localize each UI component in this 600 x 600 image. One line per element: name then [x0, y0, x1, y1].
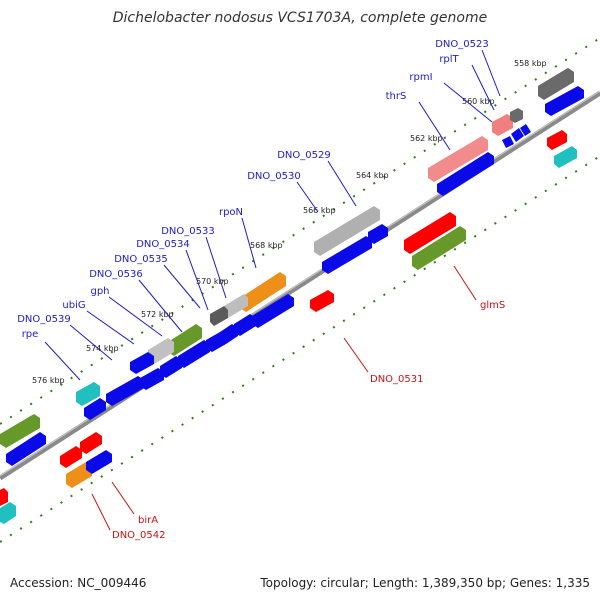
kbp-label: 566 kbp: [303, 206, 336, 215]
gene-label: DNO_0530: [247, 171, 301, 182]
rrna-block: [310, 290, 334, 312]
feature-block: [210, 306, 228, 326]
kbp-label: 572 kbp: [141, 310, 174, 319]
cds-arrow: [130, 352, 154, 374]
gene-label: birA: [138, 515, 158, 526]
gene-label: DNO_0533: [161, 226, 215, 237]
leader-line: [443, 82, 493, 123]
leader-line: [111, 481, 135, 515]
cds-arrow: [252, 294, 294, 328]
other-block: [66, 462, 92, 488]
reverse-gene-labels: glmS DNO_0531 birA DNO_0542: [91, 265, 505, 541]
leader-line: [185, 249, 209, 311]
cds-arrow: [178, 340, 210, 368]
kbp-label: 568 kbp: [250, 241, 283, 250]
feature-block: [314, 206, 380, 256]
rrna-block: [0, 488, 8, 506]
leader-line: [343, 337, 369, 373]
gene-label: thrS: [386, 91, 407, 102]
leader-line: [481, 49, 501, 97]
trna-block: [428, 136, 488, 182]
kbp-label: 562 kbp: [410, 134, 443, 143]
gene-label: DNO_0534: [136, 239, 190, 250]
misc-block: [554, 146, 577, 168]
leader-line: [205, 236, 227, 299]
kbp-labels: 558 kbp 560 kbp 562 kbp 564 kbp 566 kbp 568 k…: [32, 59, 547, 385]
cds-arrow: [140, 368, 164, 390]
trna-block: [412, 226, 466, 270]
trna-block: [492, 114, 513, 136]
rrna-block: [60, 446, 82, 468]
kbp-label: 576 kbp: [32, 376, 65, 385]
outer-tick-track: [0, 37, 600, 425]
gene-label: rpe: [22, 329, 39, 340]
cds-arrow: [511, 128, 524, 142]
gene-label: gph: [90, 286, 109, 297]
accession-text: Accession: NC_009446: [10, 576, 147, 590]
kbp-label: 560 kbp: [462, 97, 495, 106]
cds-arrow: [545, 86, 584, 116]
cds-arrow: [86, 450, 112, 474]
rrna-block: [80, 432, 102, 454]
leader-line: [86, 310, 135, 345]
leader-line: [108, 296, 163, 337]
feature-block: [510, 108, 523, 123]
rrna-block: [404, 212, 456, 254]
misc-block: [0, 502, 16, 524]
leader-line: [138, 279, 183, 333]
gene-label: DNO_0536: [89, 269, 143, 280]
cds-arrow: [84, 398, 106, 420]
leader-line: [241, 217, 257, 269]
cds-arrow: [322, 236, 372, 274]
leader-line: [453, 265, 477, 301]
gene-label: ubiG: [62, 300, 85, 311]
map-title: Dichelobacter nodosus VCS1703A, complete…: [112, 10, 488, 26]
features: [0, 68, 584, 524]
kbp-label: 570 kbp: [196, 277, 229, 286]
kbp-label: 558 kbp: [514, 59, 547, 68]
leader-line: [327, 160, 357, 207]
cds-arrow: [437, 152, 494, 196]
genome-stats-text: Topology: circular; Length: 1,389,350 bp…: [260, 576, 590, 590]
kbp-label: 564 kbp: [356, 171, 389, 180]
trna-block: [168, 324, 202, 356]
cds-arrow: [368, 224, 388, 244]
leader-line: [296, 181, 319, 213]
gene-label: rplT: [439, 54, 459, 65]
feature-block: [538, 68, 574, 100]
cds-arrow: [502, 136, 514, 148]
gene-label: DNO_0529: [277, 150, 331, 161]
leader-line: [91, 493, 111, 531]
cds-arrow: [206, 332, 226, 352]
rrna-block: [547, 130, 567, 150]
cds-arrow: [6, 432, 46, 466]
gene-label: DNO_0542: [112, 530, 166, 541]
leader-line: [44, 341, 81, 381]
cds-arrow: [106, 376, 144, 406]
leader-line: [163, 264, 201, 309]
leader-line: [471, 64, 495, 111]
cds-arrow: [234, 314, 256, 336]
gene-label: DNO_0523: [435, 39, 489, 50]
misc-block: [76, 382, 100, 406]
other-block: [240, 272, 286, 312]
cds-arrow: [160, 356, 182, 378]
trna-block: [0, 414, 40, 448]
cds-arrow: [520, 124, 531, 136]
gene-label: DNO_0535: [114, 254, 168, 265]
feature-block: [224, 294, 248, 318]
gene-label: DNO_0531: [370, 374, 424, 385]
gene-label: DNO_0539: [17, 314, 71, 325]
gene-label: glmS: [480, 300, 505, 311]
genome-backbone: [0, 90, 600, 481]
gene-label: rpmI: [409, 72, 432, 83]
feature-block: [148, 338, 174, 364]
leader-line: [69, 324, 113, 361]
kbp-label: 574 kbp: [86, 344, 119, 353]
gene-label: rpoN: [219, 207, 243, 218]
leader-line: [418, 101, 451, 151]
